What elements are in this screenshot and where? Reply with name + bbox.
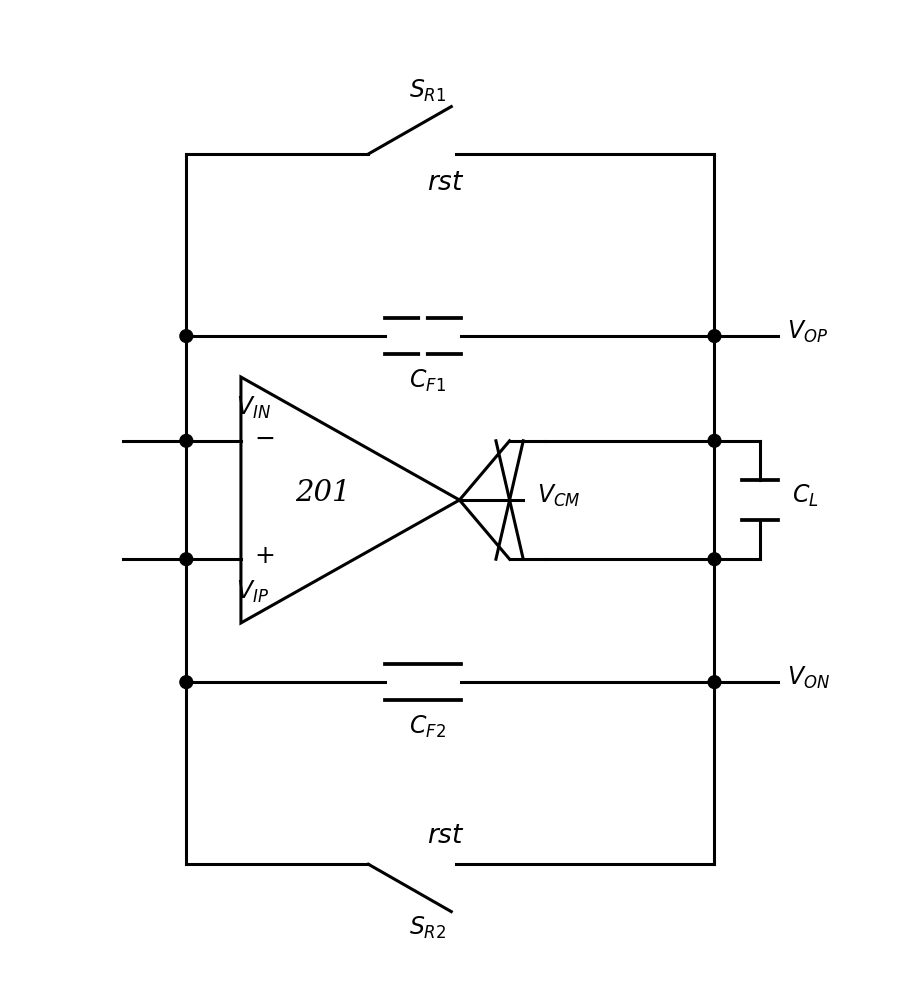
Text: $C_{F1}$: $C_{F1}$ bbox=[409, 368, 446, 394]
Circle shape bbox=[180, 553, 193, 566]
Text: $V_{OP}$: $V_{OP}$ bbox=[788, 318, 828, 345]
Text: 201: 201 bbox=[295, 479, 351, 507]
Text: $S_{R1}$: $S_{R1}$ bbox=[409, 78, 447, 104]
Text: $V_{ON}$: $V_{ON}$ bbox=[788, 664, 831, 691]
Text: $V_{CM}$: $V_{CM}$ bbox=[537, 482, 581, 509]
Circle shape bbox=[180, 434, 193, 447]
Text: $S_{R2}$: $S_{R2}$ bbox=[409, 914, 447, 941]
Circle shape bbox=[709, 553, 720, 566]
Text: $rst$: $rst$ bbox=[427, 170, 465, 195]
Circle shape bbox=[180, 330, 193, 342]
Text: $C_{F2}$: $C_{F2}$ bbox=[409, 714, 446, 740]
Circle shape bbox=[709, 434, 720, 447]
Circle shape bbox=[709, 330, 720, 342]
Text: $+$: $+$ bbox=[254, 545, 274, 568]
Text: $rst$: $rst$ bbox=[427, 823, 465, 848]
Circle shape bbox=[180, 676, 193, 689]
Text: $C_L$: $C_L$ bbox=[792, 482, 819, 509]
Circle shape bbox=[709, 676, 720, 689]
Text: $-$: $-$ bbox=[254, 427, 274, 450]
Text: $V_{IP}$: $V_{IP}$ bbox=[236, 579, 269, 605]
Text: $V_{IN}$: $V_{IN}$ bbox=[236, 395, 271, 421]
